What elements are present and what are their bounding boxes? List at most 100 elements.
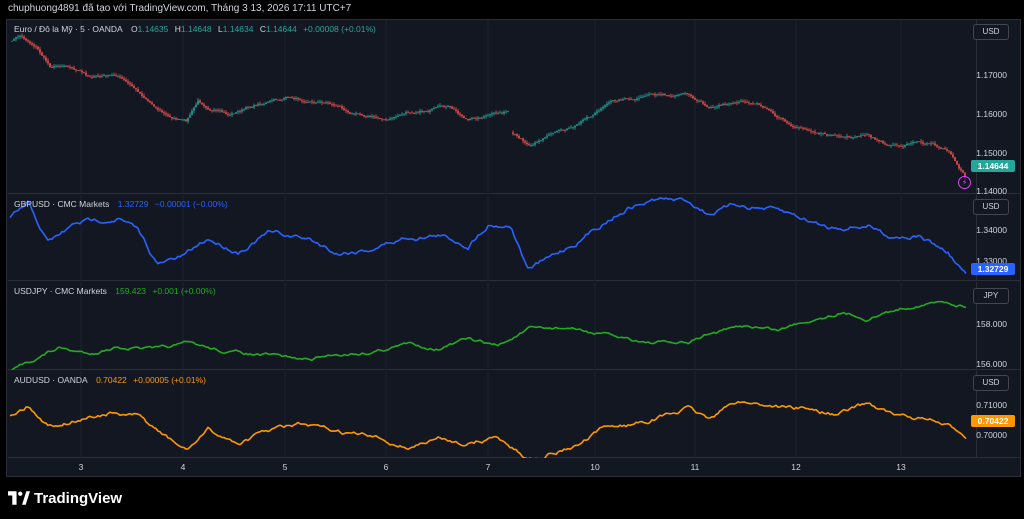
candle-body xyxy=(139,91,141,94)
candle-body xyxy=(840,136,842,138)
candle-body xyxy=(179,119,181,120)
candle-body xyxy=(540,140,542,142)
candle-body xyxy=(618,99,620,101)
candle-body xyxy=(213,109,215,111)
time-axis[interactable]: 3 4 5 6 7 10 11 12 13 xyxy=(8,458,1021,477)
candle-body xyxy=(307,102,309,104)
gbpusd-series xyxy=(9,197,967,274)
candle-body xyxy=(189,114,191,118)
candle-body xyxy=(710,107,712,109)
audusd-price: 0.70422 xyxy=(96,375,127,385)
candle-body xyxy=(886,144,888,146)
candle-body xyxy=(91,76,93,78)
candle-body xyxy=(824,132,826,134)
candle-body xyxy=(700,100,702,102)
candle-body xyxy=(313,102,315,103)
candle-body xyxy=(53,66,55,68)
pane-eurusd[interactable]: Euro / Đô la Mỹ · 5 · OANDA O1.14635 H1.… xyxy=(8,20,1021,196)
candle-body xyxy=(628,98,630,100)
candle-body xyxy=(866,134,868,136)
candle-body xyxy=(391,118,393,119)
candle-body xyxy=(940,147,942,149)
candle-body xyxy=(161,110,163,113)
chart-container[interactable]: Euro / Đô la Mỹ · 5 · OANDA O1.14635 H1.… xyxy=(6,19,1021,477)
candle-body xyxy=(205,106,207,108)
candle-body xyxy=(435,107,437,109)
candle-body xyxy=(660,94,662,96)
candle-body xyxy=(768,108,770,111)
usdjpy-currency-button[interactable]: JPY xyxy=(973,288,1009,304)
lightning-icon[interactable]: ⚡ xyxy=(958,176,971,189)
time-axis-label: 5 xyxy=(282,462,288,472)
candle-body xyxy=(207,107,209,110)
candle-body xyxy=(49,63,51,68)
usdjpy-change: +0.001 (+0.00%) xyxy=(152,286,216,296)
candle-body xyxy=(271,100,273,102)
eurusd-candles[interactable] xyxy=(8,20,976,194)
candle-body xyxy=(225,112,227,115)
candle-body xyxy=(712,107,714,109)
candle-body xyxy=(67,66,69,68)
audusd-currency-button[interactable]: USD xyxy=(973,375,1009,391)
candle-body xyxy=(792,125,794,127)
candle-body xyxy=(766,107,768,109)
candle-body xyxy=(938,146,940,148)
gbpusd-scale-label: 1.34000 xyxy=(976,225,1007,235)
candle-body xyxy=(924,143,926,145)
candle-body xyxy=(33,44,35,47)
candle-body xyxy=(536,142,538,143)
candle-body xyxy=(305,102,307,104)
candle-body xyxy=(802,127,804,129)
candle-body xyxy=(632,99,634,101)
candle-body xyxy=(822,132,824,134)
candle-body xyxy=(377,117,379,119)
candle-body xyxy=(439,105,441,107)
candle-body xyxy=(738,101,740,103)
candle-body xyxy=(634,99,636,101)
candle-body xyxy=(898,145,900,147)
candle-body xyxy=(942,148,944,150)
candle-body xyxy=(111,74,113,76)
gbpusd-line[interactable] xyxy=(8,195,976,281)
candle-body xyxy=(255,105,257,107)
candle-body xyxy=(946,149,948,151)
candle-body xyxy=(630,99,632,100)
gbpusd-change: −0.00001 (−0.00%) xyxy=(154,199,228,209)
candle-body xyxy=(197,100,199,105)
eurusd-scale-label: 1.14000 xyxy=(976,186,1007,196)
time-axis-label: 6 xyxy=(383,462,389,472)
candle-body xyxy=(317,101,319,103)
candle-body xyxy=(804,128,806,130)
candle-body xyxy=(333,104,335,106)
candle-body xyxy=(772,111,774,114)
audusd-line[interactable] xyxy=(8,371,976,458)
candle-body xyxy=(742,100,744,102)
candle-body xyxy=(11,40,13,42)
candle-body xyxy=(932,143,934,145)
candle-body xyxy=(762,106,764,108)
candle-body xyxy=(570,127,572,129)
candle-body xyxy=(461,114,463,117)
candle-body xyxy=(714,106,716,108)
pane-gbpusd[interactable]: GBPUSD · CMC Markets 1.32729 −0.00001 (−… xyxy=(8,195,1021,281)
candle-body xyxy=(890,145,892,146)
candle-body xyxy=(794,126,796,128)
candle-body xyxy=(457,111,459,114)
candle-body xyxy=(177,119,179,120)
candle-body xyxy=(405,112,407,114)
candle-body xyxy=(47,60,49,64)
pane-audusd[interactable]: AUDUSD · OANDA 0.70422 +0.00005 (+0.01%)… xyxy=(8,371,1021,458)
candle-body xyxy=(834,134,836,136)
candle-body xyxy=(375,116,377,118)
candle-body xyxy=(876,139,878,141)
pane-usdjpy[interactable]: USDJPY · CMC Markets 159.423 +0.001 (+0.… xyxy=(8,282,1021,370)
candle-body xyxy=(499,112,501,114)
candle-body xyxy=(343,108,345,111)
candle-body xyxy=(872,137,874,139)
usdjpy-line[interactable] xyxy=(8,282,976,370)
gbpusd-currency-button[interactable]: USD xyxy=(973,199,1009,215)
candle-body xyxy=(654,94,656,96)
candle-body xyxy=(584,119,586,120)
gbpusd-legend: GBPUSD · CMC Markets 1.32729 −0.00001 (−… xyxy=(14,199,232,209)
eurusd-currency-button[interactable]: USD xyxy=(973,24,1009,40)
